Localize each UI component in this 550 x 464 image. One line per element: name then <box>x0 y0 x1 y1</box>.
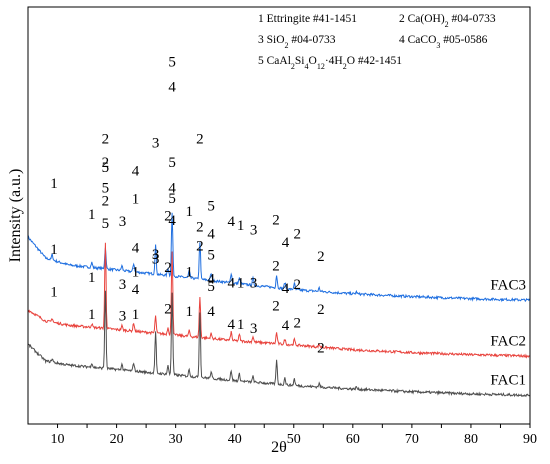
peak-label: 4 <box>207 271 215 287</box>
x-tick-label: 10 <box>51 432 65 447</box>
x-tick-label: 30 <box>169 432 183 447</box>
peak-label: 2 <box>317 302 325 318</box>
peak-label: 2 <box>102 155 110 171</box>
peak-label: 1 <box>88 307 96 323</box>
peak-label: 5 <box>102 216 110 232</box>
peak-label: 3 <box>152 252 160 268</box>
peak-label: 5 <box>207 279 215 295</box>
peak-label: 4 <box>207 227 215 243</box>
peak-label: 3 <box>119 214 127 230</box>
y-axis-label: Intensity (a.u.) <box>7 169 24 263</box>
phase-legend: 1 Ettringite #41-1451 2 Ca(OH)2 #04-0733 3… <box>258 13 496 71</box>
peak-label: 3 <box>152 247 160 263</box>
peak-label: 5 <box>168 191 176 207</box>
legend-entry: 1 Ettringite #41-1451 <box>258 13 357 25</box>
peak-label: 4 <box>168 213 176 229</box>
peak-label: 3 <box>250 276 258 292</box>
legend-entry: 2 Ca(OH)2 #04-0733 <box>399 13 496 29</box>
peak-label: 2 <box>272 299 280 315</box>
peak-label: 4 <box>132 164 140 180</box>
peak-label: 4 <box>132 282 140 298</box>
x-tick-label: 70 <box>405 432 419 447</box>
series-label-fac1: FAC1 <box>490 373 526 389</box>
peak-label: 3 <box>250 222 258 238</box>
peak-label: 2 <box>294 277 302 293</box>
peak-label: 1 <box>185 264 193 280</box>
peak-label: 5 <box>207 248 215 264</box>
peak-label: 3 <box>152 136 160 152</box>
axis-ticks: 10 20 30 40 50 60 70 80 90 <box>51 424 537 447</box>
peak-label: 3 <box>119 277 127 293</box>
peak-label: 4 <box>227 276 235 292</box>
peak-label: 1 <box>132 307 140 323</box>
series-label-fac3: FAC3 <box>490 277 526 293</box>
peak-label: 1 <box>50 285 58 301</box>
x-axis-label: 2θ <box>271 439 287 456</box>
peak-label: 2 <box>272 259 280 275</box>
peak-label: 2 <box>102 194 110 210</box>
peak-label: 4 <box>207 304 215 320</box>
x-tick-label: 50 <box>287 432 301 447</box>
peak-label: 4 <box>282 235 290 251</box>
peak-label: 1 <box>237 218 245 234</box>
x-tick-label: 60 <box>346 432 360 447</box>
peak-label: 4 <box>282 318 290 334</box>
peak-label: 1 <box>50 176 58 192</box>
peak-label: 5 <box>207 199 215 215</box>
plot-series <box>27 212 531 398</box>
peak-label: 2 <box>272 213 280 229</box>
peak-label: 2 <box>196 131 204 147</box>
peak-label: 2 <box>164 301 172 317</box>
series-line-fac3 <box>27 212 531 303</box>
peak-label: 5 <box>168 54 176 70</box>
peak-label: 4 <box>168 80 176 96</box>
series-label-fac2: FAC2 <box>490 333 526 349</box>
peak-label: 5 <box>102 160 110 176</box>
peak-label: 2 <box>164 260 172 276</box>
peak-label: 4 <box>132 241 140 257</box>
peak-label: 2 <box>164 208 172 224</box>
peak-label: 2 <box>196 238 204 254</box>
series-line-fac2 <box>27 242 531 359</box>
peak-label: 2 <box>317 341 325 357</box>
peak-label: 2 <box>317 249 325 265</box>
x-tick-label: 40 <box>228 432 242 447</box>
peak-label: 1 <box>237 276 245 292</box>
plot-frame <box>27 6 531 425</box>
peak-label: 5 <box>168 155 176 171</box>
peak-label: 4 <box>227 214 235 230</box>
peak-label: 1 <box>185 204 193 220</box>
peak-label: 5 <box>102 180 110 196</box>
peak-label: 1 <box>88 207 96 223</box>
peak-label: 4 <box>227 317 235 333</box>
legend-entry: 3 SiO2 #04-0733 <box>258 34 336 50</box>
peak-label: 2 <box>294 227 302 243</box>
peak-label: 3 <box>119 308 127 324</box>
peak-label: 2 <box>196 220 204 236</box>
peak-label: 4 <box>168 180 176 196</box>
legend-entry: 4 CaCO3 #05-0586 <box>399 34 488 50</box>
peak-label: 1 <box>132 192 140 208</box>
series-line-fac1 <box>27 290 531 398</box>
x-tick-label: 20 <box>110 432 124 447</box>
peak-label: 4 <box>282 281 290 297</box>
peak-label: 1 <box>237 317 245 333</box>
legend-entry: 5 CaAl2Si4O12·4H2O #42-1451 <box>258 55 402 71</box>
peak-label: 2 <box>102 131 110 147</box>
peak-label: 1 <box>132 264 140 280</box>
x-tick-label: 90 <box>523 432 537 447</box>
peak-label: 1 <box>88 270 96 286</box>
peak-label: 2 <box>294 315 302 331</box>
peak-label: 1 <box>50 242 58 258</box>
peak-label: 3 <box>250 321 258 337</box>
x-tick-label: 80 <box>464 432 478 447</box>
peak-label: 1 <box>185 304 193 320</box>
